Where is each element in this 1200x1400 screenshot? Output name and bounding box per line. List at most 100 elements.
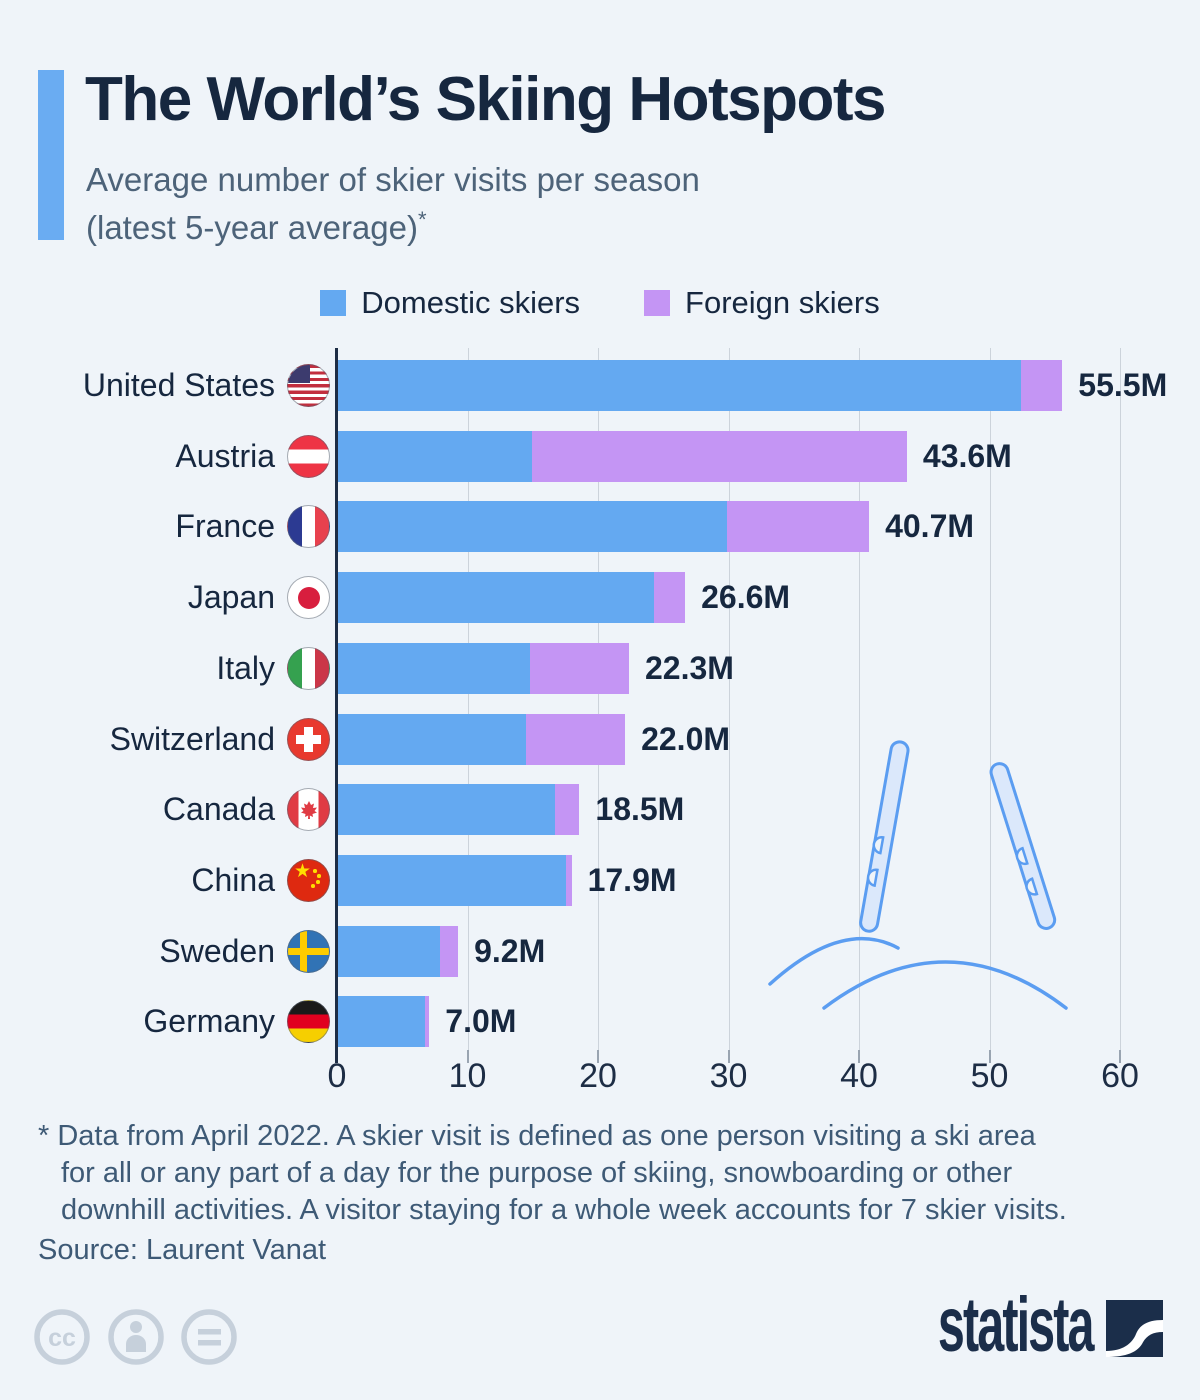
- country-label: Austria: [175, 438, 275, 474]
- gridline: [598, 348, 599, 1050]
- bar-value-label: 40.7M: [885, 508, 975, 544]
- bar-segment-foreign-skiers: [1020, 360, 1063, 411]
- chart-row: Italy 22.3M: [0, 643, 1200, 694]
- x-axis-tick-label: 60: [1101, 1057, 1139, 1095]
- bar-segment-domestic-skiers: [338, 360, 1021, 411]
- bar-segment-foreign-skiers: [439, 926, 459, 977]
- x-axis-tick-label: 20: [579, 1057, 617, 1095]
- bar-segment-foreign-skiers: [532, 431, 907, 482]
- footnote: * Data from April 2022. A skier visit is…: [38, 1118, 1168, 1229]
- source-attribution: Source: Laurent Vanat: [38, 1234, 327, 1266]
- bar-segment-foreign-skiers: [529, 643, 629, 694]
- bar-segment-foreign-skiers: [566, 855, 572, 906]
- x-axis-tick-label: 40: [840, 1057, 878, 1095]
- creative-commons-icon: [34, 1309, 90, 1365]
- statista-brand: statista: [847, 1282, 1163, 1368]
- gridline: [467, 348, 469, 1050]
- country-label: Canada: [162, 791, 275, 827]
- subtitle-line1: Average number of skier visits per seaso…: [86, 161, 700, 198]
- bar-segment-foreign-skiers: [554, 784, 580, 835]
- x-axis-tick-label: 10: [448, 1057, 487, 1095]
- chart-row: Switzerland 22.0M: [0, 714, 1200, 765]
- chart-row: Japan 26.6M: [0, 572, 1200, 623]
- country-flag-icon: [287, 647, 330, 690]
- gridline: [1120, 348, 1121, 1050]
- chart-legend: Domestic skiers Foreign skiers: [0, 285, 1200, 321]
- chart-row: Austria 43.6M: [0, 431, 1200, 482]
- bar-value-label: 18.5M: [595, 791, 685, 827]
- bar-value-label: 55.5M: [1078, 367, 1168, 403]
- country-label: Sweden: [159, 933, 275, 969]
- legend-item-domestic: Domestic skiers: [320, 285, 580, 321]
- legend-label-domestic: Domestic skiers: [361, 285, 581, 320]
- x-axis-tick-label: 0: [327, 1057, 347, 1095]
- country-label: Italy: [216, 650, 275, 686]
- bar-segment-domestic-skiers: [338, 784, 555, 835]
- bar-segment-domestic-skiers: [338, 926, 440, 977]
- cc-license-icons: cc: [34, 1309, 237, 1365]
- bar-value-label: 7.0M: [445, 1003, 517, 1039]
- bar-segment-domestic-skiers: [338, 501, 727, 552]
- statista-logo-icon: [1106, 1300, 1163, 1358]
- chart-row: China 17.9M: [0, 855, 1200, 906]
- country-flag-icon: [287, 859, 330, 902]
- title-accent-bar: [38, 70, 64, 240]
- country-flag-icon: [287, 364, 330, 407]
- bar-segment-foreign-skiers: [425, 996, 430, 1047]
- bar-segment-foreign-skiers: [653, 572, 686, 623]
- bar-segment-domestic-skiers: [338, 714, 526, 765]
- legend-swatch-foreign: [644, 290, 671, 316]
- chart-row: United States 55.5M: [0, 360, 1200, 411]
- bar-value-label: 26.6M: [701, 579, 791, 615]
- axis-tick: [1119, 1050, 1121, 1063]
- country-label: United States: [82, 367, 275, 403]
- country-label: Germany: [143, 1003, 275, 1039]
- country-flag-icon: [287, 435, 330, 478]
- x-axis-tick-label: 30: [709, 1057, 748, 1095]
- axis-tick: [988, 1050, 991, 1063]
- chart-row: Canada 18.5M: [0, 784, 1200, 835]
- country-flag-icon: [287, 930, 330, 973]
- bar-value-label: 22.3M: [644, 650, 734, 686]
- axis-tick: [466, 1050, 469, 1063]
- country-label: Switzerland: [109, 721, 275, 757]
- country-flag-icon: [287, 576, 330, 619]
- statista-logo-text: statista: [938, 1282, 1095, 1368]
- bar-value-label: 17.9M: [587, 862, 677, 898]
- axis-tick: [597, 1050, 599, 1063]
- bar-segment-domestic-skiers: [338, 572, 654, 623]
- country-flag-icon: [287, 1000, 330, 1043]
- footnote-line-2: for all or any part of a day for the pur…: [61, 1157, 1013, 1190]
- bar-segment-domestic-skiers: [338, 855, 567, 906]
- footnote-line-1: * Data from April 2022. A skier visit is…: [38, 1120, 1036, 1152]
- y-axis-line: [335, 348, 338, 1063]
- chart-row: France 40.7M: [0, 501, 1200, 552]
- footnote-line-3: downhill activities. A visitor staying f…: [61, 1194, 1067, 1227]
- bar-value-label: 9.2M: [474, 933, 546, 969]
- country-flag-icon: [287, 788, 330, 831]
- svg-text:cc: cc: [48, 1324, 76, 1352]
- country-label: France: [175, 508, 275, 544]
- country-flag-icon: [287, 718, 330, 761]
- chart-row: Germany 7.0M: [0, 996, 1200, 1047]
- legend-swatch-domestic: [320, 290, 347, 316]
- country-label: Japan: [187, 579, 275, 615]
- country-flag-icon: [287, 505, 330, 548]
- gridline: [859, 348, 860, 1050]
- bar-segment-foreign-skiers: [726, 501, 870, 552]
- bar-segment-domestic-skiers: [338, 996, 426, 1047]
- attribution-icon: [108, 1309, 164, 1365]
- bar-segment-domestic-skiers: [338, 431, 533, 482]
- bar-value-label: 43.6M: [922, 438, 1012, 474]
- axis-tick: [858, 1050, 860, 1063]
- gridline: [728, 348, 730, 1050]
- chart-row: Sweden 9.2M: [0, 926, 1200, 977]
- subtitle-line2: (latest 5-year average): [86, 208, 418, 246]
- x-axis-tick-label: 50: [970, 1057, 1009, 1095]
- country-label: China: [191, 862, 275, 898]
- bar-value-label: 22.0M: [641, 721, 731, 757]
- bar-segment-domestic-skiers: [338, 643, 530, 694]
- axis-tick: [727, 1050, 730, 1063]
- legend-label-foreign: Foreign skiers: [685, 285, 880, 320]
